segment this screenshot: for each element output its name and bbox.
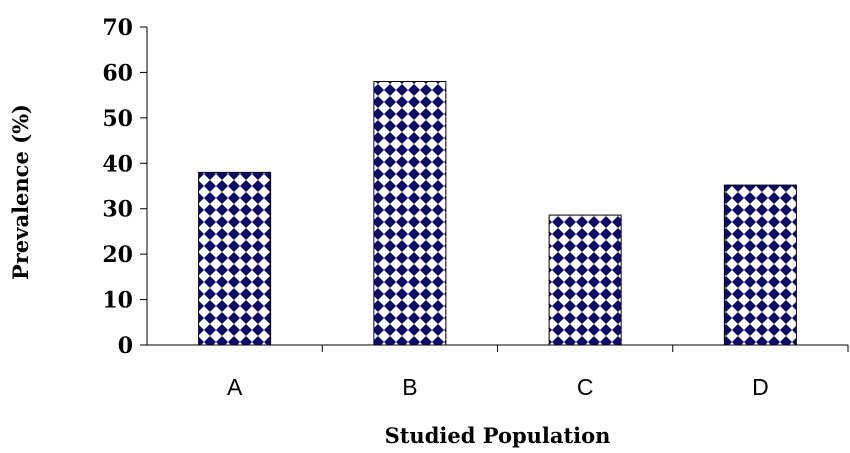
ticks-layer: 0 10 20 30 40 50 60 70 A B C D [102, 15, 849, 400]
y-tick-label: 70 [102, 15, 133, 41]
bar-a [198, 171, 272, 346]
x-axis-title: Studied Population [385, 423, 611, 448]
y-tick-label: 0 [118, 333, 133, 359]
y-tick-label: 10 [102, 288, 133, 314]
x-tick-label: C [577, 374, 594, 400]
y-tick-label: 50 [102, 106, 133, 132]
bar-c [548, 214, 622, 346]
x-tick-label: A [227, 374, 243, 400]
y-tick-label: 60 [102, 60, 133, 86]
y-tick-label: 20 [102, 242, 133, 268]
bar-d [723, 184, 797, 346]
bars-layer [198, 81, 797, 346]
x-tick-label: D [752, 374, 769, 400]
x-tick-label: B [402, 374, 417, 400]
bar-b [373, 81, 447, 346]
y-tick-label: 40 [102, 151, 133, 177]
y-axis-title: Prevalence (%) [8, 104, 33, 280]
y-tick-label: 30 [102, 197, 133, 223]
